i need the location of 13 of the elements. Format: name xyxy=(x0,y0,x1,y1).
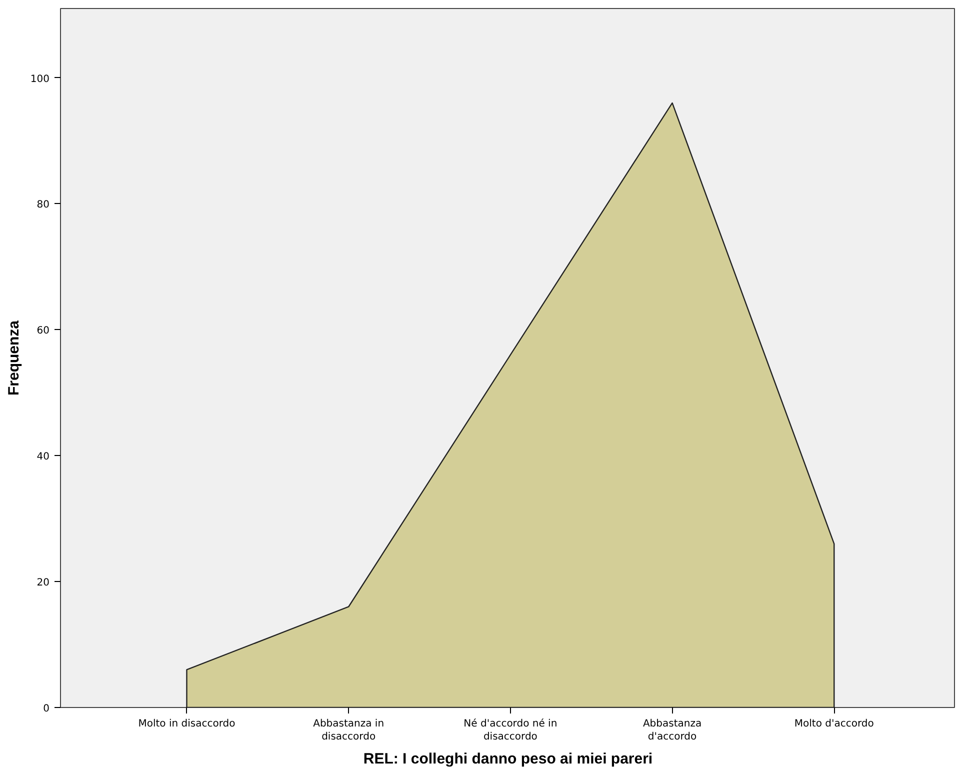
y-tick-label: 0 xyxy=(43,704,50,714)
x-tick-label: Molto d'accordo xyxy=(794,718,874,730)
x-tick-label: Molto in disaccordo xyxy=(138,718,236,730)
x-tick-label: Abbastanza d'accordo xyxy=(642,718,702,743)
x-axis-title: REL: I colleghi danno peso ai miei pareri xyxy=(363,750,653,768)
y-axis-title: Frequenza xyxy=(5,320,22,396)
y-tick-label: 100 xyxy=(30,74,50,85)
y-tick-label: 80 xyxy=(36,200,50,211)
y-tick-label: 40 xyxy=(36,452,50,463)
x-tick-label: Abbastanza in disaccordo xyxy=(313,718,384,743)
y-tick-label: 60 xyxy=(36,326,50,337)
y-tick-label: 20 xyxy=(36,578,50,589)
x-tick-label: Né d'accordo né in disaccordo xyxy=(464,718,558,743)
